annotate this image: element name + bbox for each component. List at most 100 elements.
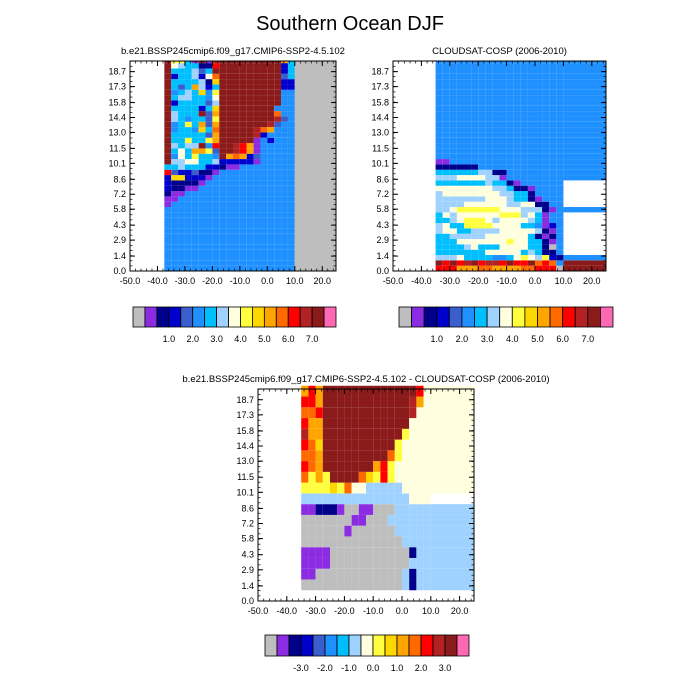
heatmap-cell xyxy=(239,137,247,144)
heatmap-cell xyxy=(430,547,474,558)
heatmap-cell xyxy=(535,132,543,138)
heatmap-cell xyxy=(442,84,450,90)
heatmap-cell xyxy=(556,89,564,96)
heatmap-cell xyxy=(416,482,424,494)
heatmap-cell xyxy=(253,132,261,138)
heatmap-cell xyxy=(178,153,185,160)
heatmap-cell xyxy=(471,239,479,245)
heatmap-cell xyxy=(171,127,179,133)
heatmap-cell xyxy=(499,111,507,117)
heatmap-cell xyxy=(520,148,528,154)
heatmap-cell xyxy=(471,73,479,80)
heatmap-cell xyxy=(281,175,288,181)
heatmap-cell xyxy=(435,228,443,234)
heatmap-cell xyxy=(542,180,550,186)
heatmap-cell xyxy=(322,428,330,440)
heatmap-cell xyxy=(513,217,521,224)
heatmap-cell xyxy=(409,514,417,526)
heatmap-cell xyxy=(260,169,268,176)
heatmap-cell xyxy=(226,217,233,224)
y-tick-label: 17.3 xyxy=(371,82,389,92)
heatmap-cell xyxy=(563,79,606,85)
heatmap-cell xyxy=(246,111,254,117)
heatmap-cell xyxy=(464,79,472,85)
heatmap-cell xyxy=(430,407,474,419)
heatmap-cell xyxy=(464,100,472,106)
heatmap-cell xyxy=(253,61,261,64)
colorbar-swatch xyxy=(372,634,386,657)
y-tick-label: 8.6 xyxy=(241,503,254,513)
heatmap-cell xyxy=(212,249,220,256)
heatmap-cell xyxy=(442,207,450,213)
heatmap-cell xyxy=(205,111,213,117)
heatmap-cell xyxy=(267,79,275,85)
heatmap-cell xyxy=(281,191,288,197)
heatmap-cell xyxy=(456,73,464,80)
heatmap-cell xyxy=(394,536,402,548)
heatmap-cell xyxy=(274,196,282,202)
heatmap-cell xyxy=(246,201,254,208)
heatmap-cell xyxy=(471,68,479,74)
heatmap-cell xyxy=(435,73,443,80)
heatmap-cell xyxy=(233,89,240,96)
heatmap-cell xyxy=(164,244,172,250)
heatmap-cell xyxy=(198,79,206,85)
heatmap-cell xyxy=(301,504,309,515)
heatmap-cell xyxy=(366,493,374,505)
heatmap-cell xyxy=(253,217,261,224)
heatmap-cell xyxy=(198,191,206,197)
heatmap-cell xyxy=(520,217,528,224)
heatmap-cell xyxy=(198,265,206,271)
heatmap-cell xyxy=(387,385,395,397)
heatmap-cell xyxy=(506,111,514,117)
heatmap-cell xyxy=(205,164,213,170)
heatmap-cell xyxy=(478,137,486,144)
heatmap-cell xyxy=(409,461,417,472)
heatmap-cell xyxy=(198,201,206,208)
heatmap-cell xyxy=(315,407,323,419)
heatmap-cell xyxy=(442,100,450,106)
y-tick-label: 0.0 xyxy=(241,596,254,606)
heatmap-cell xyxy=(442,180,450,186)
heatmap-cell xyxy=(380,385,388,397)
heatmap-cell xyxy=(506,255,514,261)
heatmap-cell xyxy=(499,212,507,218)
colorbar-swatch xyxy=(324,634,338,657)
heatmap-cell xyxy=(456,132,464,138)
heatmap-cell xyxy=(485,201,493,208)
heatmap-cell xyxy=(449,84,457,90)
heatmap-cell xyxy=(513,143,521,149)
heatmap-cell xyxy=(219,153,227,160)
heatmap-cell xyxy=(344,385,352,397)
heatmap-cell xyxy=(287,212,295,218)
heatmap-cell xyxy=(563,137,606,144)
heatmap-cell xyxy=(542,164,550,170)
colorbar-label: 2.0 xyxy=(186,334,199,344)
heatmap-cell xyxy=(442,239,450,245)
heatmap-cell xyxy=(308,396,316,408)
heatmap-cell xyxy=(191,212,199,218)
heatmap-cell xyxy=(549,61,557,64)
heatmap-cell xyxy=(287,153,295,160)
heatmap-cell xyxy=(164,121,172,128)
heatmap-cell xyxy=(380,568,388,580)
panel-obs: -50.0 -40.0 -30.0 -20.0 -10.0 0.0 10.0 20.00.01… xyxy=(371,46,614,344)
heatmap-cell xyxy=(233,233,240,240)
heatmap-cell xyxy=(178,95,185,101)
heatmap-cell xyxy=(449,153,457,160)
heatmap-cell xyxy=(520,191,528,197)
heatmap-cell xyxy=(373,493,381,505)
heatmap-cell xyxy=(506,121,514,128)
heatmap-cell xyxy=(219,191,227,197)
y-tick-label: 11.5 xyxy=(372,143,389,153)
heatmap-cell xyxy=(542,95,550,101)
heatmap-cell xyxy=(402,428,410,440)
heatmap-cell xyxy=(239,153,247,160)
heatmap-cell xyxy=(513,169,521,176)
heatmap-cell xyxy=(556,249,564,256)
heatmap-cell xyxy=(394,396,402,408)
heatmap-cell xyxy=(449,143,457,149)
heatmap-cell xyxy=(315,428,323,440)
y-tick-label: 7.2 xyxy=(376,189,389,199)
heatmap-cell xyxy=(191,207,199,213)
